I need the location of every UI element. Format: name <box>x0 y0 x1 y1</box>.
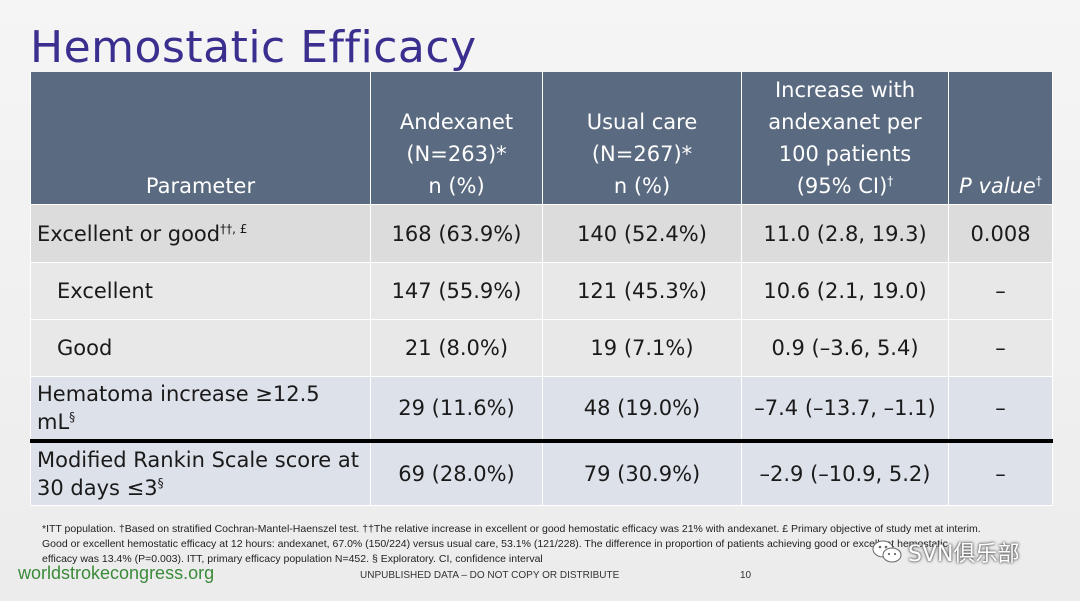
cell-pvalue: – <box>948 319 1053 377</box>
cell-increase: –7.4 (–13.7, –1.1) <box>741 376 949 442</box>
slide-title: Hemostatic Efficacy <box>30 22 477 73</box>
efficacy-table: Parameter Andexanet (N=263)* n (%) Usual… <box>30 72 1053 506</box>
header-usual-care: Usual care (N=267)* n (%) <box>542 72 742 205</box>
table-row: Good 21 (8.0%) 19 (7.1%) 0.9 (–3.6, 5.4)… <box>30 319 1053 377</box>
watermark-text: SVN俱乐部 <box>908 542 1020 567</box>
wechat-icon <box>872 539 902 565</box>
page-number: 10 <box>740 570 752 581</box>
cell-andexanet: 147 (55.9%) <box>370 262 543 320</box>
table-row: Excellent 147 (55.9%) 121 (45.3%) 10.6 (… <box>30 262 1053 320</box>
header-increase: Increase with andexanet per 100 patients… <box>741 72 949 205</box>
row-label: Modified Rankin Scale score at 30 days ≤… <box>30 439 371 506</box>
cell-pvalue: – <box>948 376 1053 442</box>
cell-increase: –2.9 (–10.9, 5.2) <box>741 439 949 506</box>
table-row: Excellent or good††, £ 168 (63.9%) 140 (… <box>30 204 1053 263</box>
brand-logo-text: worldstrokecongress.org <box>18 563 215 583</box>
cell-increase: 0.9 (–3.6, 5.4) <box>741 319 949 377</box>
cell-usual-care: 48 (19.0%) <box>542 376 742 442</box>
cell-usual-care: 79 (30.9%) <box>542 439 742 506</box>
cell-pvalue: 0.008 <box>948 204 1053 263</box>
cell-increase: 11.0 (2.8, 19.3) <box>741 204 949 263</box>
row-label: Hematoma increase ≥12.5 mL§ <box>30 376 371 442</box>
table-row: Modified Rankin Scale score at 30 days ≤… <box>30 439 1053 506</box>
cell-andexanet: 168 (63.9%) <box>370 204 543 263</box>
header-pvalue: P value† <box>948 72 1053 205</box>
row-label: Excellent <box>30 262 371 320</box>
cell-andexanet: 21 (8.0%) <box>370 319 543 377</box>
footnote: *ITT population. †Based on stratified Co… <box>42 523 981 565</box>
row-label: Good <box>30 319 371 377</box>
cell-andexanet: 69 (28.0%) <box>370 439 543 506</box>
watermark: SVN俱乐部 <box>872 535 1019 569</box>
table-row: Hematoma increase ≥12.5 mL§ 29 (11.6%) 4… <box>30 376 1053 442</box>
table-header-row: Parameter Andexanet (N=263)* n (%) Usual… <box>30 72 1053 205</box>
cell-usual-care: 121 (45.3%) <box>542 262 742 320</box>
cell-usual-care: 19 (7.1%) <box>542 319 742 377</box>
cell-usual-care: 140 (52.4%) <box>542 204 742 263</box>
cell-pvalue: – <box>948 262 1053 320</box>
cell-increase: 10.6 (2.1, 19.0) <box>741 262 949 320</box>
cell-andexanet: 29 (11.6%) <box>370 376 543 442</box>
disclaimer: UNPUBLISHED DATA – DO NOT COPY OR DISTRI… <box>360 570 620 581</box>
cell-pvalue: – <box>948 439 1053 506</box>
row-label: Excellent or good††, £ <box>30 204 371 263</box>
header-andexanet: Andexanet (N=263)* n (%) <box>370 72 543 205</box>
header-parameter: Parameter <box>30 72 371 205</box>
